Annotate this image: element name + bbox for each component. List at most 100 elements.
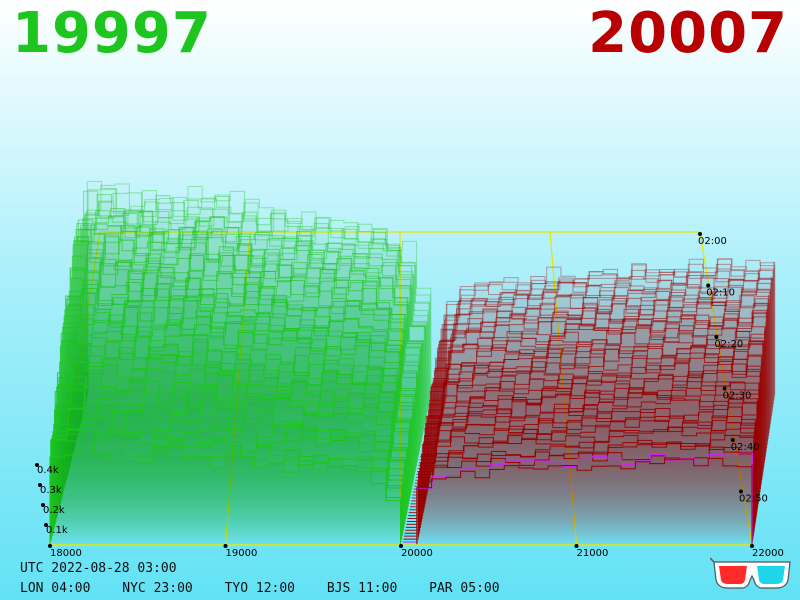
bid-depth-line bbox=[74, 234, 422, 445]
time-tick-label: 02:50 bbox=[739, 494, 768, 505]
bid-depth-line bbox=[87, 185, 432, 395]
x-tick-label: 21000 bbox=[577, 548, 609, 559]
ask-depth-line bbox=[418, 330, 765, 467]
ask-depth-line bbox=[406, 420, 756, 525]
time-tick-label: 02:30 bbox=[723, 391, 752, 402]
bid-depth-line bbox=[56, 372, 407, 516]
ask-depth-line bbox=[416, 342, 764, 475]
bid-depth-line bbox=[55, 383, 406, 522]
z-tick-marker bbox=[38, 483, 42, 487]
bid-depth-line bbox=[75, 229, 422, 443]
ask-depth-line bbox=[414, 360, 762, 487]
ask-depth-line bbox=[404, 442, 754, 537]
ask-depth-line bbox=[403, 446, 754, 540]
city-clock-bjs: BJS 11:00 bbox=[326, 581, 398, 596]
chart-axes: 18000 19000 20000 21000 22000 0.1k 0.2k 0.3k 0.4… bbox=[35, 232, 784, 559]
ask-depth-line bbox=[404, 435, 755, 534]
bid-depth-line bbox=[79, 212, 425, 428]
chart-series bbox=[49, 180, 776, 546]
ask-depth-line bbox=[423, 303, 769, 443]
z-tick-marker bbox=[41, 503, 45, 507]
bid-depth-line bbox=[58, 358, 409, 510]
z-tick-label: 0.1k bbox=[46, 525, 68, 536]
ask-depth-line bbox=[409, 393, 759, 508]
ask-depth-line bbox=[420, 318, 767, 455]
ask-depth-line bbox=[428, 278, 773, 417]
bid-depth-line bbox=[61, 336, 411, 498]
ask-depth-line bbox=[419, 326, 766, 461]
x-tick-label: 19000 bbox=[226, 548, 258, 559]
city-clock-par: PAR 05:00 bbox=[429, 581, 500, 596]
ask-depth-line bbox=[429, 274, 773, 414]
ask-depth-line bbox=[412, 370, 761, 493]
ask-price: 20007 bbox=[588, 1, 788, 66]
bid-depth-line bbox=[56, 376, 407, 519]
z-tick-label: 0.4k bbox=[37, 465, 59, 476]
bid-depth-line bbox=[86, 183, 431, 401]
bid-depth-line bbox=[76, 223, 423, 440]
bid-depth-line bbox=[86, 180, 431, 398]
bid-depth-line bbox=[57, 361, 408, 513]
ask-depth-line bbox=[432, 258, 775, 399]
bid-depth-line bbox=[81, 207, 427, 419]
z-tick-marker bbox=[35, 463, 39, 467]
time-tick-marker bbox=[698, 232, 702, 236]
ask-depth-line bbox=[429, 270, 774, 411]
bid-depth-line bbox=[50, 436, 402, 543]
ask-depth-line bbox=[415, 354, 763, 481]
bid-depth-line bbox=[53, 408, 404, 531]
ask-depth-line bbox=[410, 389, 759, 505]
bid-depth-line bbox=[52, 416, 404, 534]
ask-depth-line bbox=[418, 330, 766, 464]
bid-depth-line bbox=[80, 210, 426, 425]
x-tick-marker bbox=[750, 544, 754, 548]
time-tick-label: 02:20 bbox=[714, 339, 743, 350]
bid-depth-line bbox=[68, 279, 416, 472]
x-tick-marker bbox=[223, 544, 228, 548]
ask-depth-line bbox=[409, 397, 758, 511]
ask-depth-line bbox=[411, 381, 760, 499]
time-tick-marker bbox=[739, 489, 743, 494]
ask-depth-line bbox=[402, 457, 753, 546]
city-clock-tyo: TYO 12:00 bbox=[224, 581, 296, 596]
ask-depth-line bbox=[427, 276, 772, 420]
ask-depth-line bbox=[402, 452, 753, 543]
bid-depth-line bbox=[84, 190, 429, 407]
time-tick-label: 02:00 bbox=[698, 236, 727, 247]
bid-depth-line bbox=[62, 326, 412, 495]
bid-depth-line bbox=[53, 401, 405, 528]
ask-depth-line bbox=[414, 355, 762, 484]
z-tick-label: 0.2k bbox=[43, 505, 65, 516]
x-tick-label: 18000 bbox=[50, 548, 82, 559]
city-clock-lon: LON 04:00 bbox=[20, 581, 91, 596]
ask-depth-line bbox=[430, 263, 774, 405]
x-tick-label: 22000 bbox=[752, 548, 784, 559]
bid-depth-line bbox=[64, 304, 413, 487]
bid-depth-line bbox=[80, 210, 427, 422]
city-clock-nyc: NYC 23:00 bbox=[122, 581, 193, 596]
bid-depth-line bbox=[65, 292, 415, 481]
bid-depth-line bbox=[72, 244, 420, 454]
ask-depth-line bbox=[431, 261, 775, 402]
ask-depth-line bbox=[430, 270, 774, 408]
3d-glasses-icon[interactable] bbox=[710, 556, 794, 596]
bid-depth-line bbox=[82, 194, 428, 416]
bid-depth-line bbox=[71, 252, 419, 457]
ask-depth-line bbox=[417, 344, 765, 470]
bid-price: 19997 bbox=[12, 1, 212, 66]
bid-depth-line bbox=[65, 295, 414, 484]
ask-depth-line bbox=[408, 406, 757, 517]
bid-depth-line bbox=[66, 299, 415, 478]
x-tick-marker bbox=[48, 544, 52, 548]
bid-depth-line bbox=[54, 390, 406, 525]
ask-depth-line bbox=[426, 290, 771, 425]
ask-depth-line bbox=[413, 363, 761, 490]
bid-depth-line bbox=[49, 449, 401, 545]
time-tick-label: 02:10 bbox=[706, 288, 735, 299]
z-tick-marker bbox=[44, 523, 48, 527]
x-tick-marker bbox=[574, 544, 579, 548]
ask-depth-line bbox=[405, 431, 755, 531]
bid-depth-line bbox=[83, 190, 428, 413]
time-tick-marker bbox=[706, 283, 711, 288]
